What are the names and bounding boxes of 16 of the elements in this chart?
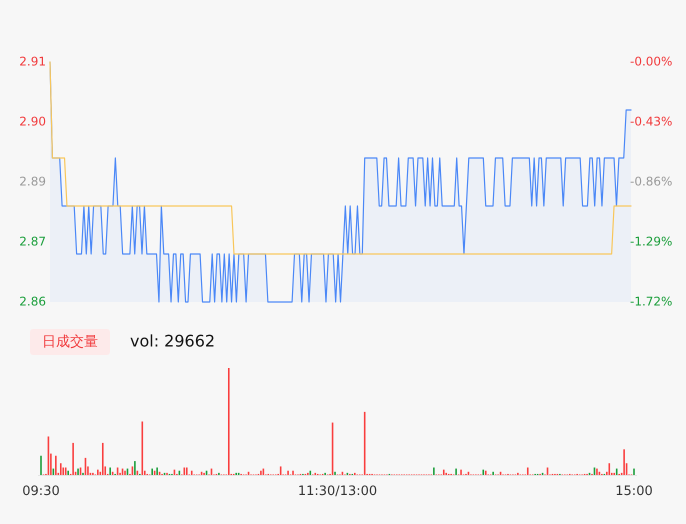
y2-tick-label: -0.86% bbox=[630, 174, 672, 188]
x-tick-label: 15:00 bbox=[615, 484, 653, 499]
y2-tick-label: -1.29% bbox=[630, 234, 672, 248]
y2-tick-label: -0.43% bbox=[630, 114, 672, 128]
y-tick-label: 2.90 bbox=[19, 114, 46, 128]
y-tick-label: 2.91 bbox=[19, 54, 46, 68]
line-series bbox=[49, 61, 632, 255]
y-tick-label: 2.86 bbox=[19, 294, 46, 308]
x-tick-label: 09:30 bbox=[22, 484, 60, 499]
y-tick-label: 2.89 bbox=[19, 174, 46, 188]
chart-subtitle: vol: 29662 bbox=[130, 331, 216, 350]
chart-title: 日成交量 bbox=[42, 334, 98, 350]
y2-tick-label: -1.72% bbox=[630, 294, 672, 308]
y2-tick-label: -0.00% bbox=[630, 54, 672, 68]
x-tick-label: 11:30/13:00 bbox=[298, 484, 378, 499]
y-tick-label: 2.87 bbox=[19, 234, 46, 248]
